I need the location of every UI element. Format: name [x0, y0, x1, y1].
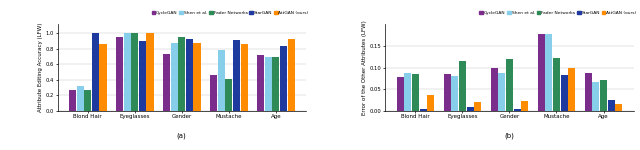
Bar: [186, 39, 193, 111]
Bar: [257, 55, 264, 111]
Bar: [272, 57, 279, 111]
Bar: [444, 74, 451, 111]
Bar: [171, 43, 178, 111]
Bar: [397, 77, 404, 111]
Bar: [178, 37, 185, 111]
Bar: [420, 109, 427, 111]
Bar: [538, 34, 545, 111]
Bar: [459, 61, 466, 111]
Legend: CycleGAN, Shen et al., Fader Networks, StarGAN, AttGAN (ours): CycleGAN, Shen et al., Fader Networks, S…: [152, 11, 308, 15]
Bar: [600, 80, 607, 111]
Bar: [615, 104, 622, 111]
Bar: [545, 34, 552, 111]
Bar: [147, 33, 154, 111]
Bar: [139, 41, 146, 111]
Bar: [163, 54, 170, 111]
Bar: [84, 90, 92, 111]
Bar: [474, 102, 481, 111]
Bar: [568, 68, 575, 111]
Bar: [241, 44, 248, 111]
Bar: [593, 82, 600, 111]
Bar: [264, 57, 271, 111]
Bar: [280, 46, 287, 111]
Bar: [99, 44, 106, 111]
Bar: [210, 75, 217, 111]
Bar: [193, 43, 200, 111]
Bar: [116, 37, 123, 111]
Bar: [585, 73, 592, 111]
Bar: [513, 109, 520, 111]
Bar: [412, 74, 419, 111]
Bar: [561, 75, 568, 111]
Legend: CycleGAN, Shen et al., Fader Networks, StarGAN, AttGAN (ours): CycleGAN, Shen et al., Fader Networks, S…: [479, 11, 636, 15]
Bar: [69, 90, 76, 111]
Bar: [92, 33, 99, 111]
Bar: [521, 101, 528, 111]
Bar: [499, 73, 506, 111]
Bar: [427, 95, 434, 111]
Bar: [218, 50, 225, 111]
Bar: [233, 40, 240, 111]
Bar: [77, 86, 84, 111]
Bar: [404, 73, 412, 111]
Bar: [124, 33, 131, 111]
Bar: [131, 33, 138, 111]
Bar: [287, 39, 294, 111]
Text: (b): (b): [504, 132, 515, 139]
Bar: [607, 100, 614, 111]
Bar: [491, 68, 498, 111]
Bar: [225, 79, 232, 111]
Y-axis label: Attribute Editing Accuracy (LFW): Attribute Editing Accuracy (LFW): [38, 23, 43, 112]
Bar: [553, 58, 560, 111]
Bar: [506, 59, 513, 111]
Bar: [451, 76, 458, 111]
Bar: [467, 107, 474, 111]
Y-axis label: Error of the Other Attributes (LFW): Error of the Other Attributes (LFW): [362, 20, 367, 115]
Text: (a): (a): [177, 132, 187, 139]
